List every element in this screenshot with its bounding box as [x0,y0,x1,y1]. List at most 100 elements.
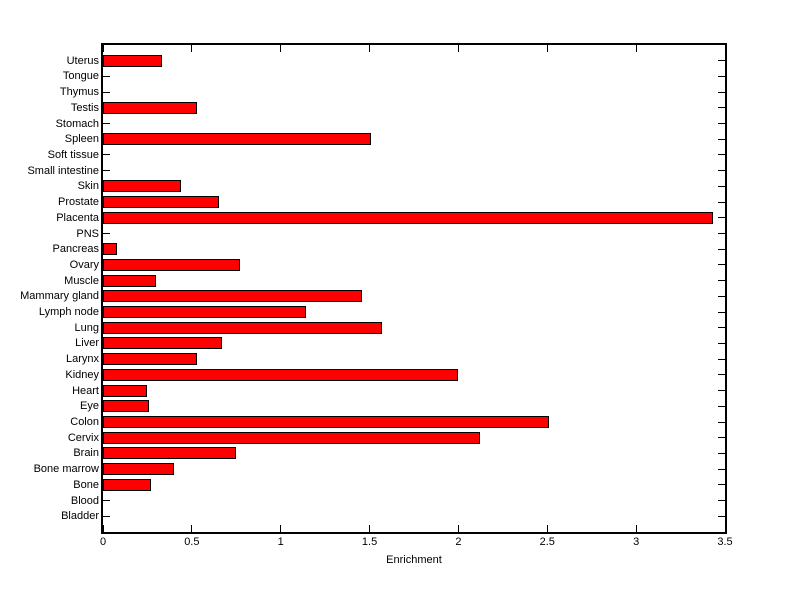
bar-brain [103,447,236,460]
y-tick [103,233,110,235]
y-tick [718,138,725,140]
y-tick [718,515,725,517]
bar-uterus [103,54,162,67]
x-tick-label: 0.5 [184,536,200,548]
y-tick [718,107,725,109]
y-tick [718,311,725,313]
bar-cervix [103,431,480,444]
y-tick [718,201,725,203]
y-tick-label: Ovary [69,258,99,271]
bar-kidney [103,368,458,381]
x-tick [280,45,282,52]
x-tick-label: 1 [277,536,284,548]
x-tick [369,525,371,532]
x-tick [724,525,726,532]
x-tick-label: 3 [633,536,640,548]
y-tick-label: Spleen [64,133,99,146]
y-tick [718,91,725,93]
y-tick [103,75,110,77]
x-axis-title: Enrichment [386,554,442,566]
x-tick [724,45,726,52]
bar-lymph-node [103,306,306,319]
plot-area [101,43,727,534]
y-tick [718,280,725,282]
x-tick [191,525,193,532]
y-tick-label: Lung [74,321,99,334]
x-tick-label: 2 [455,536,462,548]
bar-testis [103,101,197,114]
y-tick-label: Skin [77,180,99,193]
y-tick [718,358,725,360]
bar-eye [103,400,149,413]
y-tick [718,374,725,376]
y-tick [718,154,725,156]
y-tick [718,327,725,329]
x-tick [546,45,548,52]
bar-lung [103,321,382,334]
x-tick [635,525,637,532]
bar-skin [103,180,181,193]
y-tick-label: Small intestine [27,164,99,177]
y-tick [718,170,725,172]
bar-bone [103,478,151,491]
y-tick [103,154,110,156]
bar-ovary [103,258,240,271]
y-tick-label: PNS [76,227,99,240]
y-tick-label: Testis [70,101,99,114]
y-tick [718,185,725,187]
y-tick-label: Mammary gland [20,290,99,303]
y-tick [718,75,725,77]
bar-prostate [103,196,219,209]
y-tick-label: Eye [80,400,99,413]
y-tick-label: Bladder [61,510,99,523]
y-tick [718,217,725,219]
bar-larynx [103,353,197,366]
y-tick [718,421,725,423]
y-tick [718,390,725,392]
y-tick-label: Muscle [64,274,99,287]
bar-spleen [103,133,371,146]
y-tick [103,500,110,502]
y-tick-label: Thymus [59,86,99,99]
y-tick-label: Kidney [65,368,99,381]
y-tick-label: Cervix [67,431,99,444]
y-tick [718,437,725,439]
y-tick-label: Stomach [55,117,99,130]
y-tick [718,342,725,344]
y-tick [718,123,725,125]
bar-pancreas [103,243,117,256]
y-tick [103,515,110,517]
bar-bone-marrow [103,463,174,476]
y-tick-label: Prostate [58,196,99,209]
bar-colon [103,416,549,429]
y-tick [718,452,725,454]
x-tick-label: 2.5 [539,536,555,548]
y-tick-label: Brain [73,447,99,460]
y-tick [103,91,110,93]
y-tick-label: Larynx [65,353,99,366]
y-tick-label: Tongue [62,70,99,83]
bar-muscle [103,274,156,287]
x-tick-label: 0 [99,536,107,548]
x-axis-tick-labels: 0 0.5 1 1.5 2 2.5 3 3.5 [0,536,800,550]
bar-liver [103,337,222,350]
y-tick-label: Uterus [66,54,99,67]
bar-mammary-gland [103,290,362,303]
x-tick-label: 3.5 [717,536,733,548]
y-tick [103,123,110,125]
y-tick [718,405,725,407]
y-tick [718,295,725,297]
y-tick-label: Bone [73,478,99,491]
y-tick [103,170,110,172]
x-tick [369,45,371,52]
x-tick [457,525,459,532]
y-tick [718,233,725,235]
y-tick [718,60,725,62]
x-tick [102,525,104,532]
y-tick-label: Lymph node [38,306,99,319]
bar-placenta [103,211,713,224]
y-tick-label: Colon [70,416,99,429]
y-axis-labels: Uterus Tongue Thymus Testis Stomach Spleen Sof… [0,45,99,532]
y-tick [718,248,725,250]
